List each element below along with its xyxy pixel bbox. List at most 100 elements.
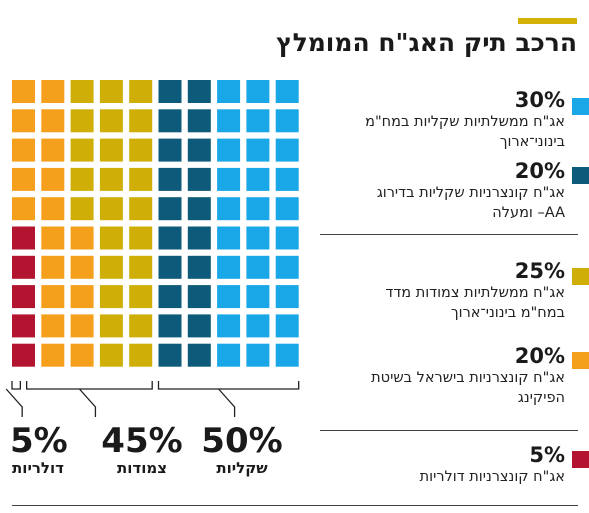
waffle-cell — [246, 109, 270, 133]
legend-pct: 25% — [514, 259, 565, 283]
waffle-cell — [217, 80, 241, 103]
waffle-cell — [12, 343, 35, 367]
waffle-cell — [275, 109, 299, 133]
waffle-cell — [246, 138, 270, 162]
waffle-cell — [99, 80, 123, 103]
waffle-cell — [217, 197, 241, 221]
waffle-cell — [99, 285, 123, 309]
waffle-cell — [129, 197, 153, 221]
legend-swatch — [572, 352, 589, 369]
total-dollar: 5% דולריות — [10, 421, 68, 477]
waffle-cell — [217, 285, 241, 309]
group-bracket — [26, 381, 153, 417]
waffle-cell — [99, 314, 123, 338]
waffle-cell — [12, 255, 35, 279]
waffle-cell — [99, 167, 123, 191]
legend-desc: אג"ח קונצרניות שקליות בדירוג AA– ומעלה — [376, 185, 565, 221]
waffle-cell — [158, 197, 182, 221]
waffle-cell — [187, 197, 211, 221]
waffle-cell — [246, 255, 270, 279]
waffle-cell — [187, 80, 211, 103]
bottom-rule — [12, 505, 578, 506]
waffle-cell — [246, 80, 270, 103]
waffle-cell — [158, 255, 182, 279]
waffle-cell — [246, 197, 270, 221]
waffle-cell — [129, 255, 153, 279]
waffle-cell — [99, 343, 123, 367]
waffle-cell — [99, 138, 123, 162]
waffle-cell — [70, 138, 94, 162]
waffle-cell — [158, 138, 182, 162]
waffle-cell — [70, 343, 94, 367]
waffle-cell — [275, 314, 299, 338]
waffle-cell — [41, 255, 65, 279]
waffle-cell — [41, 226, 65, 250]
waffle-cell — [217, 138, 241, 162]
waffle-cell — [41, 80, 65, 103]
waffle-cell — [158, 343, 182, 367]
waffle-cell — [275, 343, 299, 367]
waffle-cell — [12, 285, 35, 309]
legend-divider — [320, 234, 578, 235]
waffle-cell — [187, 167, 211, 191]
legend-swatch — [572, 98, 589, 115]
waffle-cell — [246, 343, 270, 367]
total-label: דולריות — [12, 459, 64, 477]
waffle-cell — [99, 197, 123, 221]
waffle-cell — [12, 80, 35, 103]
waffle-cell — [275, 80, 299, 103]
legend-desc: אג"ח ממשלתיות שקליות במח"מ בינוני־ארוך — [365, 114, 565, 150]
waffle-cell — [217, 314, 241, 338]
total-pct: 50% — [201, 421, 283, 461]
waffle-cell — [129, 138, 153, 162]
waffle-cell — [70, 167, 94, 191]
waffle-cell — [158, 167, 182, 191]
waffle-cell — [99, 226, 123, 250]
group-bracket — [157, 381, 300, 417]
legend-swatch — [572, 451, 589, 468]
waffle-cell — [41, 167, 65, 191]
total-label: שקליות — [216, 459, 268, 477]
waffle-cell — [12, 138, 35, 162]
waffle-cell — [129, 314, 153, 338]
legend-desc: אג"ח ממשלתיות צמודות מדד במח"מ בינוני־אר… — [385, 285, 565, 321]
waffle-cell — [129, 167, 153, 191]
waffle-cell — [70, 109, 94, 133]
waffle-cell — [129, 343, 153, 367]
waffle-cell — [217, 167, 241, 191]
total-indexed: 45% צמודות — [92, 424, 192, 477]
waffle-cell — [187, 285, 211, 309]
waffle-cell — [12, 226, 35, 250]
waffle-cell — [217, 109, 241, 133]
waffle-cell — [246, 285, 270, 309]
waffle-cell — [41, 343, 65, 367]
waffle-cell — [41, 314, 65, 338]
waffle-cell — [275, 285, 299, 309]
waffle-cell — [41, 138, 65, 162]
waffle-cell — [70, 285, 94, 309]
waffle-cell — [275, 255, 299, 279]
waffle-cell — [187, 314, 211, 338]
waffle-cell — [70, 80, 94, 103]
legend-desc: אג"ח קונצרניות דולריות — [419, 469, 565, 485]
waffle-cell — [158, 226, 182, 250]
waffle-cell — [129, 285, 153, 309]
waffle-cell — [12, 314, 35, 338]
waffle-cell — [41, 197, 65, 221]
total-shekel: 50% שקליות — [192, 424, 292, 477]
waffle-cell — [158, 285, 182, 309]
legend-pct: 20% — [514, 159, 565, 183]
total-label: צמודות — [116, 459, 167, 477]
total-pct: 45% — [101, 421, 183, 461]
waffle-cell — [246, 226, 270, 250]
waffle-cell — [129, 80, 153, 103]
waffle-cell — [70, 314, 94, 338]
total-pct: 5% — [10, 421, 68, 461]
waffle-cell — [275, 138, 299, 162]
waffle-cell — [99, 255, 123, 279]
waffle-cell — [70, 226, 94, 250]
group-bracket — [5, 381, 23, 417]
chart-title: הרכב תיק האג"ח המומלץ — [276, 28, 577, 57]
legend-swatch — [572, 167, 589, 184]
